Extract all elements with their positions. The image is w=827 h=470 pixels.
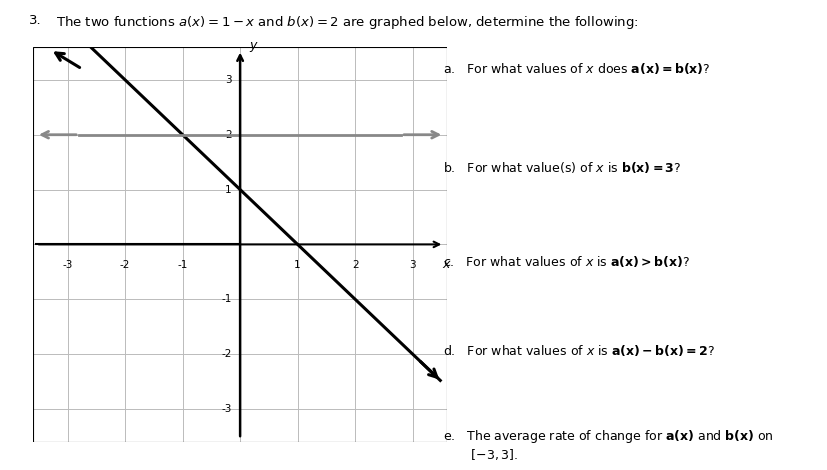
- Text: 1: 1: [294, 260, 300, 270]
- Text: -2: -2: [221, 349, 232, 359]
- Text: 2: 2: [225, 130, 232, 140]
- Text: 3: 3: [225, 75, 232, 85]
- Text: c.   For what values of $x$ is $\mathbf{a(x) > b(x)}$?: c. For what values of $x$ is $\mathbf{a(…: [442, 254, 689, 269]
- Text: 2: 2: [351, 260, 358, 270]
- Text: -3: -3: [62, 260, 73, 270]
- Text: b.   For what value(s) of $x$ is $\mathbf{b(x) = 3}$?: b. For what value(s) of $x$ is $\mathbf{…: [442, 160, 681, 175]
- Text: 3.: 3.: [29, 14, 41, 27]
- Text: 1: 1: [225, 185, 232, 195]
- Text: $y$: $y$: [248, 40, 258, 54]
- Text: -1: -1: [221, 294, 232, 304]
- Text: $x$: $x$: [442, 258, 452, 271]
- Text: e.   The average rate of change for $\mathbf{a(x)}$ and $\mathbf{b(x)}$ on
     : e. The average rate of change for $\math…: [442, 428, 773, 462]
- Text: -1: -1: [177, 260, 188, 270]
- Text: The two functions $a(x) = 1 - x$ and $b(x) = 2$ are graphed below, determine the: The two functions $a(x) = 1 - x$ and $b(…: [56, 14, 638, 31]
- Text: -2: -2: [120, 260, 130, 270]
- Text: d.   For what values of $x$ is $\mathbf{a(x) - b(x) = 2}$?: d. For what values of $x$ is $\mathbf{a(…: [442, 343, 714, 358]
- Text: a.   For what values of $x$ does $\mathbf{a(x) = b(x)}$?: a. For what values of $x$ does $\mathbf{…: [442, 61, 710, 76]
- Text: 3: 3: [409, 260, 415, 270]
- Text: -3: -3: [221, 404, 232, 414]
